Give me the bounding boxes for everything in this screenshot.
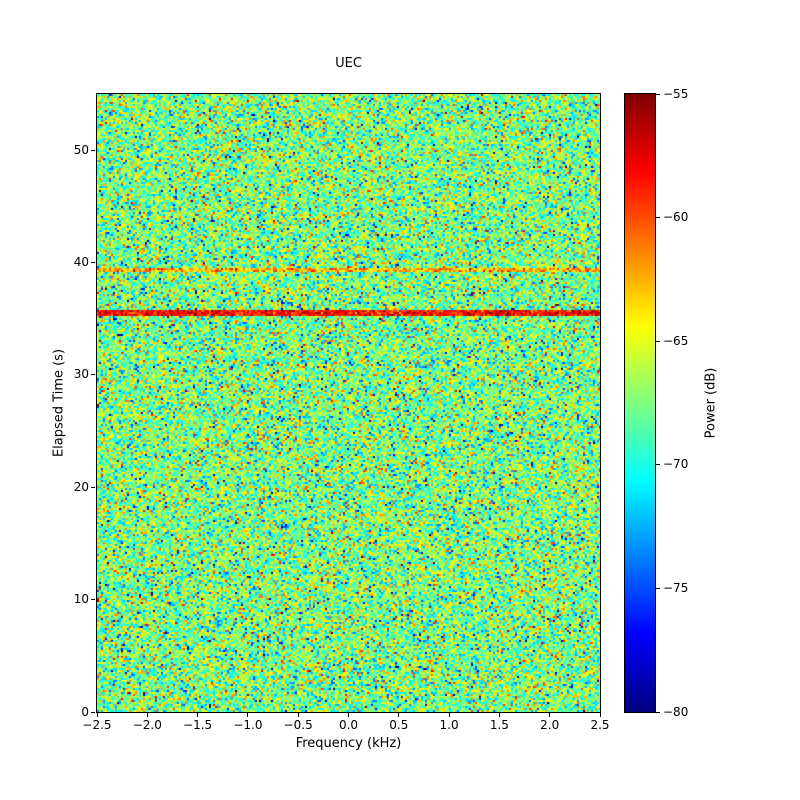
x-tick-mark — [549, 713, 551, 717]
x-tick-mark — [348, 713, 349, 717]
x-tick-label: −1.0 — [233, 718, 263, 732]
x-axis-label: Frequency (kHz) — [295, 736, 402, 751]
y-tick-label: 50 — [73, 142, 89, 157]
x-tick-label: −2.0 — [132, 718, 162, 732]
y-tick-label: 10 — [73, 592, 89, 607]
colorbar — [624, 93, 656, 713]
colorbar-tick-mark — [656, 711, 660, 713]
x-tick-mark — [448, 713, 450, 717]
y-tick-mark — [91, 149, 95, 151]
x-tick-label: 2.5 — [590, 718, 610, 732]
x-tick-mark — [297, 713, 299, 717]
x-tick-label: −2.5 — [82, 718, 112, 732]
y-tick-label: 40 — [73, 255, 89, 270]
y-tick-label: 0 — [81, 704, 89, 719]
x-tick-mark — [498, 713, 500, 717]
spectrogram-plot-area — [96, 93, 601, 713]
y-tick-mark — [91, 599, 95, 601]
x-tick-label: 0.0 — [338, 718, 359, 732]
colorbar-tick-label: −80 — [663, 704, 689, 719]
colorbar-tick-label: −55 — [663, 86, 689, 101]
y-tick-label: 30 — [73, 367, 89, 382]
x-tick-mark — [398, 713, 400, 717]
x-tick-mark — [599, 713, 601, 717]
x-tick-mark — [96, 713, 98, 717]
colorbar-tick-mark — [656, 587, 660, 589]
x-tick-label: 1.0 — [439, 718, 459, 732]
y-tick-mark — [91, 374, 95, 376]
colorbar-tick-mark — [656, 464, 660, 466]
plot-title: UEC — [335, 56, 362, 71]
colorbar-tick-label: −60 — [663, 210, 689, 225]
colorbar-tick-label: −75 — [663, 580, 689, 595]
colorbar-tick-mark — [656, 217, 660, 219]
x-tick-mark — [146, 713, 148, 717]
colorbar-tick-mark — [656, 340, 660, 342]
y-axis-label: Elapsed Time (s) — [51, 348, 67, 458]
y-tick-label: 20 — [73, 479, 89, 494]
x-tick-mark — [197, 713, 199, 717]
colorbar-tick-label: −70 — [663, 457, 689, 472]
x-tick-label: 2.0 — [540, 718, 560, 732]
spectrogram-heatmap-canvas — [97, 94, 600, 712]
x-tick-mark — [247, 713, 249, 717]
colorbar-label: Power (dB) — [703, 367, 719, 439]
x-tick-label: 0.5 — [389, 718, 409, 732]
y-tick-mark — [91, 711, 95, 713]
colorbar-tick-mark — [656, 93, 660, 95]
x-tick-label: 1.5 — [489, 718, 509, 732]
x-tick-label: −1.5 — [183, 718, 213, 732]
y-tick-mark — [91, 262, 95, 264]
y-tick-mark — [91, 486, 95, 488]
colorbar-gradient-canvas — [625, 94, 655, 712]
colorbar-tick-label: −65 — [663, 333, 689, 348]
x-tick-label: −0.5 — [283, 718, 313, 732]
